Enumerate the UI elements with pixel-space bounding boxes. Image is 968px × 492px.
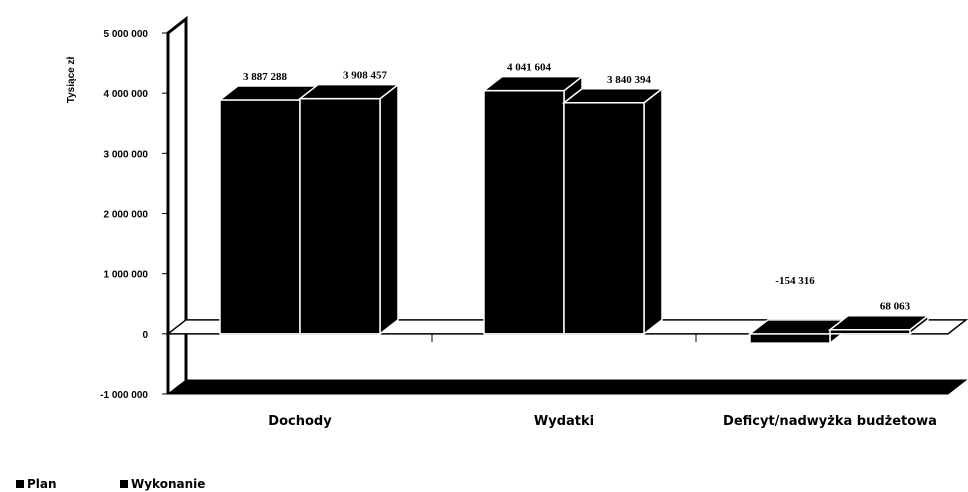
bar-top: [481, 75, 585, 92]
bar-front: [483, 89, 565, 335]
floor-slab: [166, 379, 968, 395]
y-tick-label: 4 000 000: [104, 89, 149, 100]
bars: [217, 75, 931, 345]
category-label: Wydatki: [534, 414, 594, 429]
data-labels: 3 887 288 4 041 604 -154 316 3 908 457 3 840…: [243, 62, 911, 313]
legend-swatch-plan: [16, 480, 24, 488]
legend-item-plan: Plan: [16, 477, 57, 491]
bar-side: [379, 83, 399, 336]
legend-label-plan: Plan: [27, 477, 57, 491]
legend-label-wykonanie: Wykonanie: [131, 477, 206, 491]
bar-front: [749, 333, 831, 344]
bar-wykonanie-1: [561, 87, 665, 336]
y-tick-label: 3 000 000: [104, 149, 149, 160]
chart-canvas: Tysiące zł 5 000 000 4 000 000 3 000 000 2 …: [66, 15, 968, 429]
bar-wykonanie-0: [297, 83, 401, 336]
category-label: Dochody: [268, 414, 332, 429]
data-label: 3 840 394: [607, 74, 652, 86]
bar-top: [827, 314, 931, 331]
back-wall-edge: [166, 15, 188, 394]
data-label: 68 063: [880, 301, 911, 313]
bar-front: [563, 102, 645, 335]
bar-plan-2: [747, 318, 851, 345]
bar-wykonanie-2: [827, 314, 931, 336]
bar-top: [297, 83, 401, 100]
data-label: 3 908 457: [343, 70, 388, 82]
data-label: 4 041 604: [507, 62, 552, 74]
y-axis-label: Tysiące zł: [66, 57, 77, 104]
category-label: Deficyt/nadwyżka budżetowa: [723, 414, 937, 429]
y-axis-ticks: 5 000 000 4 000 000 3 000 000 2 000 000 1 00…: [100, 29, 168, 401]
data-label: 3 887 288: [243, 71, 288, 83]
y-tick-label: 2 000 000: [104, 210, 149, 221]
category-labels: Dochody Wydatki Deficyt/nadwyżka budżetowa: [268, 414, 937, 429]
bar-side: [643, 87, 663, 336]
y-tick-label: 5 000 000: [104, 29, 149, 40]
y-tick-label: 0: [142, 330, 148, 341]
bar-top: [561, 88, 665, 104]
bar-front: [299, 97, 381, 335]
data-label: -154 316: [775, 275, 815, 287]
bar-front: [219, 99, 301, 335]
y-tick-label: 1 000 000: [104, 270, 149, 281]
y-tick-label: -1 000 000: [100, 390, 148, 401]
legend-swatch-wykonanie: [120, 480, 128, 488]
legend-item-wykonanie: Wykonanie: [120, 477, 205, 491]
